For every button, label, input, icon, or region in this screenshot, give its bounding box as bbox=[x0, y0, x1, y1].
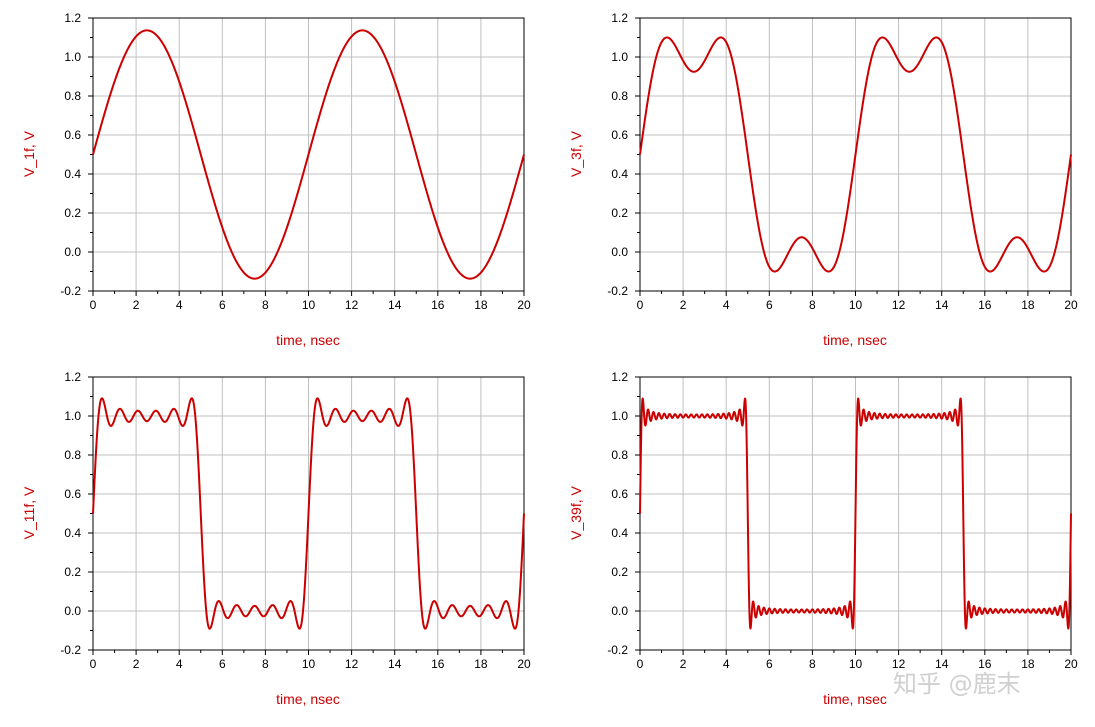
x-tick-label: 14 bbox=[935, 657, 949, 671]
y-tick-label: 0.4 bbox=[611, 167, 628, 181]
y-tick-label: 0.8 bbox=[64, 448, 81, 462]
y-tick-label: 0.4 bbox=[64, 167, 81, 181]
x-tick-label: 12 bbox=[892, 298, 906, 312]
x-tick-label: 12 bbox=[892, 657, 906, 671]
x-tick-label: 16 bbox=[431, 657, 445, 671]
y-tick-label: 0.6 bbox=[611, 128, 628, 142]
y-tick-label: 1.0 bbox=[64, 50, 81, 64]
y-axis-label: V_1f, V bbox=[21, 130, 37, 177]
y-axis-label: V_11f, V bbox=[21, 486, 37, 539]
y-tick-label: 0.2 bbox=[611, 206, 628, 220]
x-tick-label: 18 bbox=[1021, 298, 1035, 312]
y-tick-label: 0.0 bbox=[611, 245, 628, 259]
series-line bbox=[92, 29, 525, 280]
x-tick-label: 18 bbox=[1021, 657, 1035, 671]
x-tick-label: 2 bbox=[680, 657, 687, 671]
x-tick-label: 6 bbox=[219, 298, 226, 312]
x-tick-label: 6 bbox=[766, 298, 773, 312]
y-tick-label: 0.4 bbox=[611, 526, 628, 540]
series-line bbox=[639, 397, 1072, 630]
y-tick-label: -0.2 bbox=[607, 284, 628, 298]
y-tick-label: 1.0 bbox=[64, 409, 81, 423]
series-line bbox=[639, 36, 1072, 273]
x-axis-label: time, nsec bbox=[276, 691, 340, 707]
chart-panel-1: 0 2 4 6 8 10 12 14 16 18 20 -0.2 0.0 0.2 0.4 0.6 0.8 1.0 1… bbox=[21, 11, 531, 348]
x-tick-label: 20 bbox=[1064, 657, 1078, 671]
x-tick-label: 18 bbox=[474, 657, 488, 671]
y-tick-label: 0.8 bbox=[611, 89, 628, 103]
y-tick-label: 0.0 bbox=[611, 604, 628, 618]
chart-panel-3: 0 2 4 6 8 10 12 14 16 18 20 -0.2 0.0 0.2 0.4 0.6 0.8 1.0 1… bbox=[21, 370, 531, 707]
x-axis-label: time, nsec bbox=[823, 332, 887, 348]
x-tick-label: 4 bbox=[176, 657, 183, 671]
x-tick-label: 20 bbox=[517, 657, 531, 671]
x-tick-label: 8 bbox=[809, 657, 816, 671]
y-tick-label: 0.2 bbox=[64, 206, 81, 220]
x-tick-label: 10 bbox=[849, 298, 863, 312]
x-tick-label: 4 bbox=[723, 298, 730, 312]
y-tick-label: 0.0 bbox=[64, 604, 81, 618]
y-tick-label: 1.0 bbox=[611, 409, 628, 423]
x-axis-label: time, nsec bbox=[823, 691, 887, 707]
y-tick-label: 0.6 bbox=[611, 487, 628, 501]
y-tick-label: 0.2 bbox=[64, 565, 81, 579]
x-tick-label: 0 bbox=[637, 298, 644, 312]
y-tick-label: -0.2 bbox=[60, 284, 81, 298]
y-tick-label: -0.2 bbox=[607, 643, 628, 657]
x-tick-label: 14 bbox=[388, 298, 402, 312]
x-tick-label: 12 bbox=[345, 298, 359, 312]
x-tick-label: 10 bbox=[302, 298, 316, 312]
x-tick-label: 8 bbox=[809, 298, 816, 312]
x-tick-label: 0 bbox=[90, 298, 97, 312]
y-axis-label: V_39f, V bbox=[568, 485, 584, 539]
x-tick-label: 18 bbox=[474, 298, 488, 312]
x-tick-label: 10 bbox=[302, 657, 316, 671]
y-tick-label: 0.6 bbox=[64, 128, 81, 142]
chart-panel-4: 0 2 4 6 8 10 12 14 16 18 20 -0.2 0.0 0.2 0.4 0.6 0.8 1.0 1… bbox=[568, 370, 1078, 707]
y-tick-label: 0.8 bbox=[64, 89, 81, 103]
y-tick-label: 1.2 bbox=[611, 11, 628, 25]
x-tick-label: 8 bbox=[262, 657, 269, 671]
y-tick-label: 1.0 bbox=[611, 50, 628, 64]
x-tick-label: 8 bbox=[262, 298, 269, 312]
x-tick-label: 4 bbox=[176, 298, 183, 312]
y-tick-label: 0.2 bbox=[611, 565, 628, 579]
x-tick-label: 20 bbox=[517, 298, 531, 312]
chart-panel-2: 0 2 4 6 8 10 12 14 16 18 20 -0.2 0.0 0.2 0.4 0.6 0.8 1.0 1… bbox=[568, 11, 1078, 348]
watermark-text: 知乎 @鹿末 bbox=[893, 670, 1021, 698]
x-tick-label: 10 bbox=[849, 657, 863, 671]
x-tick-label: 6 bbox=[219, 657, 226, 671]
y-axis-label: V_3f, V bbox=[568, 130, 584, 177]
y-tick-label: 0.6 bbox=[64, 487, 81, 501]
x-tick-label: 16 bbox=[978, 298, 992, 312]
x-tick-label: 4 bbox=[723, 657, 730, 671]
y-tick-label: 0.4 bbox=[64, 526, 81, 540]
x-tick-label: 0 bbox=[90, 657, 97, 671]
x-tick-label: 2 bbox=[133, 657, 140, 671]
y-tick-label: 0.8 bbox=[611, 448, 628, 462]
x-tick-label: 6 bbox=[766, 657, 773, 671]
x-axis-label: time, nsec bbox=[276, 332, 340, 348]
x-tick-label: 0 bbox=[637, 657, 644, 671]
x-tick-label: 12 bbox=[345, 657, 359, 671]
x-tick-label: 14 bbox=[935, 298, 949, 312]
x-tick-label: 20 bbox=[1064, 298, 1078, 312]
x-tick-label: 14 bbox=[388, 657, 402, 671]
series-line bbox=[92, 397, 525, 630]
x-tick-label: 2 bbox=[133, 298, 140, 312]
x-tick-label: 16 bbox=[431, 298, 445, 312]
y-tick-label: 1.2 bbox=[611, 370, 628, 384]
y-tick-label: -0.2 bbox=[60, 643, 81, 657]
y-tick-label: 1.2 bbox=[64, 370, 81, 384]
y-tick-label: 0.0 bbox=[64, 245, 81, 259]
x-tick-label: 16 bbox=[978, 657, 992, 671]
x-tick-label: 2 bbox=[680, 298, 687, 312]
y-tick-label: 1.2 bbox=[64, 11, 81, 25]
